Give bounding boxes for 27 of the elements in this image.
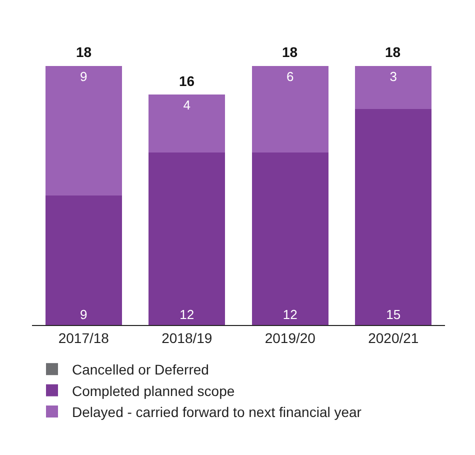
data-label: 12: [282, 307, 298, 322]
bar: [252, 152, 328, 325]
bar: [355, 66, 432, 110]
total-label: 16: [179, 73, 195, 89]
total-label: 18: [385, 44, 401, 60]
bar: [355, 109, 432, 325]
data-label: 12: [180, 307, 194, 322]
x-tick-label: 2019/20: [264, 330, 316, 346]
legend-label: Completed planned scope: [72, 382, 235, 399]
bar: [148, 94, 226, 152]
bar: [45, 66, 122, 196]
data-label: 9: [80, 68, 88, 84]
x-tick-label: 2020/21: [368, 330, 419, 346]
legend-label: Cancelled or Deferred: [72, 362, 209, 378]
bar: [148, 152, 226, 325]
x-tick-label: 2017/18: [58, 330, 110, 346]
data-label: 9: [80, 307, 88, 322]
bar: [45, 195, 122, 325]
data-label: 6: [286, 68, 294, 84]
data-label: 4: [183, 98, 190, 113]
data-label: 15: [386, 307, 401, 322]
data-label: 3: [390, 68, 397, 84]
bar: [252, 66, 328, 152]
x-tick-label: 2018/19: [162, 330, 212, 346]
total-label: 18: [76, 44, 92, 60]
total-label: 18: [282, 44, 298, 60]
legend-label: Delayed - carried forward to next financial year: [72, 404, 362, 420]
